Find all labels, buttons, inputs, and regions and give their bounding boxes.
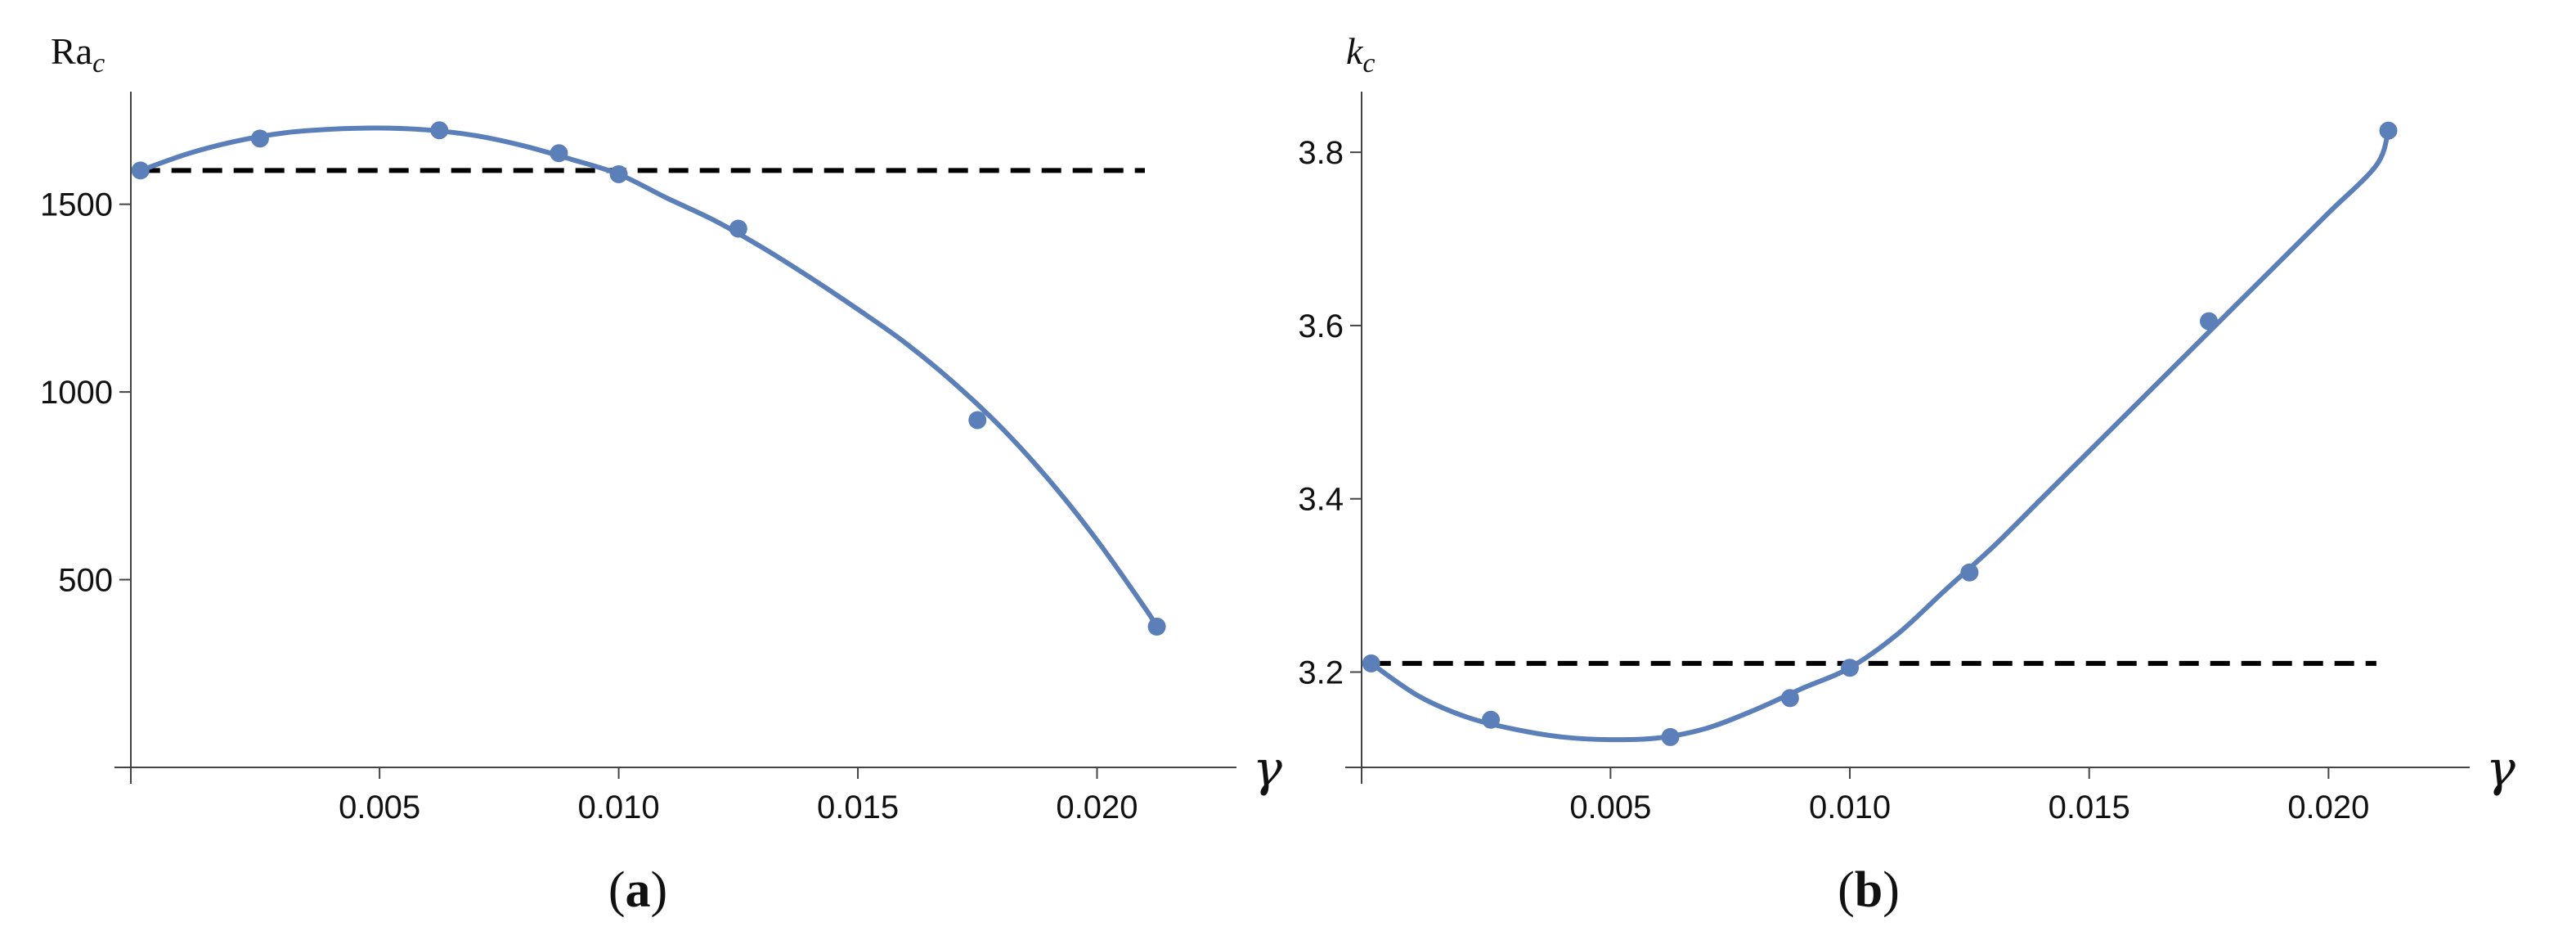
panel-b-tick-labels: 0.005 0.010 0.015 0.020 3.2 3.4 3.6 3.8	[1298, 135, 2369, 825]
panel-b-x-tick-label: 0.005	[1569, 789, 1651, 825]
panel-a-label-letter: a	[626, 862, 651, 918]
panel-a-label: (a)	[608, 862, 667, 918]
panel-a-y-tick-label: 1000	[40, 375, 113, 411]
panel-a-x-tick-label: 0.010	[578, 789, 660, 825]
panel-b-data-point	[2379, 121, 2398, 140]
panel-b-data-point	[1780, 689, 1799, 708]
panel-b-ticks	[1350, 151, 2330, 779]
panel-b-y-tick-label: 3.8	[1298, 135, 1344, 171]
panel-b-x-tick-label: 0.015	[2049, 789, 2130, 825]
panel-b-data-point	[1960, 563, 1979, 582]
panel-a-data-point	[1147, 617, 1166, 636]
panel-a-y-tick-label: 500	[58, 563, 113, 599]
panel-b-data-point	[1482, 710, 1501, 729]
panel-b-y-title-sub: c	[1362, 48, 1375, 79]
panel-b-data-point	[1841, 659, 1860, 677]
panel-b-x-tick-label: 0.010	[1809, 789, 1891, 825]
panel-a-y-title-sub: c	[92, 48, 105, 79]
panel-a-x-tick-label: 0.005	[339, 789, 420, 825]
panel-b: 0.005 0.010 0.015 0.020 3.2 3.4 3.6 3.8 kc γ (b…	[1298, 30, 2515, 918]
panel-a-data-point	[609, 164, 628, 183]
panel-a-x-tick-label: 0.015	[817, 789, 899, 825]
panel-b-y-title-main: k	[1346, 30, 1364, 72]
panel-b-series-curve	[1368, 128, 2391, 743]
panel-a-data-point	[430, 121, 449, 140]
panel-b-label-open: (	[1838, 862, 1855, 918]
panel-b-y-tick-label: 3.2	[1298, 655, 1344, 691]
panel-a-y-title-main: Ra	[51, 30, 92, 72]
panel-b-data-point	[2200, 312, 2219, 331]
panel-a-data-point	[131, 161, 150, 180]
panel-a-data-point	[729, 219, 747, 238]
panel-b-x-tick-label: 0.020	[2287, 789, 2369, 825]
panel-a-x-tick-label: 0.020	[1056, 789, 1138, 825]
panel-a-data-points	[131, 121, 1166, 636]
panel-b-x-axis-title: γ	[2486, 740, 2515, 798]
panel-a-label-open: (	[608, 862, 626, 918]
panel-b-y-tick-label: 3.6	[1298, 308, 1344, 344]
panel-a: 0.005 0.010 0.015 0.020 500 1000 1500 Rac γ (a…	[40, 30, 1282, 918]
panel-b-label-letter: b	[1855, 862, 1883, 918]
panel-b-data-point	[1661, 727, 1680, 746]
panel-a-data-point	[250, 129, 269, 148]
panel-a-y-tick-label: 1500	[40, 187, 113, 223]
panel-a-data-point	[550, 144, 568, 163]
panel-a-y-axis-title: Rac	[51, 30, 105, 79]
panel-a-data-point	[968, 411, 987, 430]
panel-a-label-close: )	[651, 862, 668, 918]
panel-a-series-curve	[137, 125, 1160, 629]
panel-b-label-close: )	[1883, 862, 1900, 918]
panel-b-data-points	[1362, 121, 2398, 746]
panel-a-ticks	[119, 203, 1098, 779]
panel-b-label: (b)	[1838, 862, 1900, 918]
panel-b-y-tick-label: 3.4	[1298, 482, 1344, 518]
panel-a-x-axis-title: γ	[1253, 740, 1282, 798]
panel-a-tick-labels: 0.005 0.010 0.015 0.020 500 1000 1500	[40, 187, 1138, 825]
panel-b-data-point	[1362, 654, 1380, 672]
panel-b-y-axis-title: kc	[1346, 30, 1376, 79]
